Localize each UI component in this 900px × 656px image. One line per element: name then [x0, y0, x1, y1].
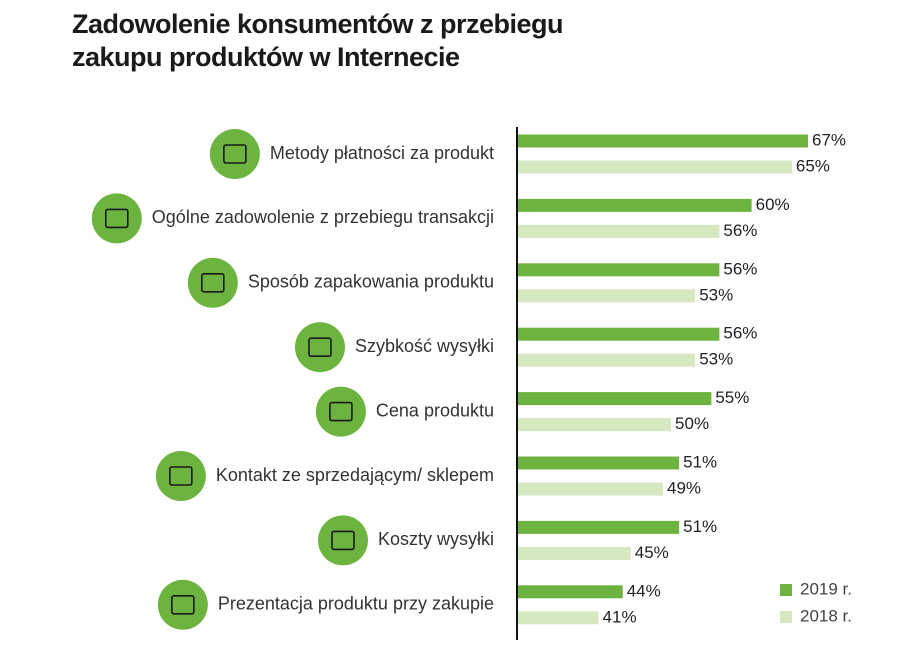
value-label: 45%	[635, 543, 669, 562]
value-label: 67%	[812, 130, 846, 149]
value-label: 56%	[723, 259, 757, 278]
icon-glyph	[308, 337, 332, 358]
legend-label: 2018 r.	[800, 606, 852, 625]
value-label: 49%	[667, 478, 701, 497]
category-label: Sposób zapakowania produktu	[248, 272, 494, 292]
value-label: 56%	[723, 221, 757, 240]
legend-swatch	[780, 584, 792, 596]
category-label: Kontakt ze sprzedającym/ sklepem	[216, 465, 494, 485]
legend-label: 2019 r.	[800, 579, 852, 598]
icon-glyph	[171, 594, 195, 615]
category-label: Prezentacja produktu przy zakupie	[218, 594, 494, 614]
bar	[518, 353, 696, 367]
icon-glyph	[331, 530, 355, 551]
bar	[518, 392, 712, 406]
bar	[518, 520, 680, 534]
value-label: 44%	[627, 581, 661, 600]
bar	[518, 327, 720, 341]
icon	[317, 515, 368, 566]
value-label: 55%	[715, 388, 749, 407]
icon	[187, 257, 238, 308]
bar	[518, 289, 696, 303]
bar	[518, 160, 792, 174]
value-label: 65%	[796, 156, 830, 175]
icon-glyph	[104, 208, 129, 229]
bar	[518, 418, 672, 432]
value-label: 50%	[675, 414, 709, 433]
bar	[518, 456, 680, 470]
icon-glyph	[201, 272, 225, 293]
bar	[518, 482, 663, 496]
icon	[209, 129, 260, 179]
bar	[518, 611, 599, 625]
category-label: Koszty wysyłki	[378, 529, 494, 549]
icon-glyph	[223, 144, 247, 164]
bar	[518, 263, 720, 277]
icon	[157, 579, 208, 630]
value-label: 56%	[723, 324, 757, 343]
bar	[518, 585, 623, 599]
chart-title: Zadowolenie konsumentów z przebiegu zaku…	[72, 9, 564, 72]
bar	[518, 546, 631, 560]
value-label: 51%	[683, 517, 717, 536]
icon	[315, 386, 366, 437]
value-label: 60%	[756, 195, 790, 214]
value-label: 53%	[699, 350, 733, 369]
category-label: Ogólne zadowolenie z przebiegu transakcj…	[152, 207, 494, 227]
bar	[518, 198, 752, 212]
bar	[518, 134, 808, 148]
icon-glyph	[169, 466, 193, 486]
icon	[155, 451, 206, 501]
icon-glyph	[329, 401, 353, 422]
legend-swatch	[780, 611, 792, 623]
category-label: Metody płatności za produkt	[270, 143, 494, 163]
value-label: 51%	[683, 452, 717, 471]
value-label: 41%	[603, 607, 637, 626]
bar	[518, 224, 720, 238]
icon	[294, 322, 345, 373]
category-label: Cena produktu	[376, 400, 494, 420]
value-label: 53%	[699, 285, 733, 304]
icon	[91, 193, 142, 244]
category-label: Szybkość wysyłki	[355, 336, 494, 356]
